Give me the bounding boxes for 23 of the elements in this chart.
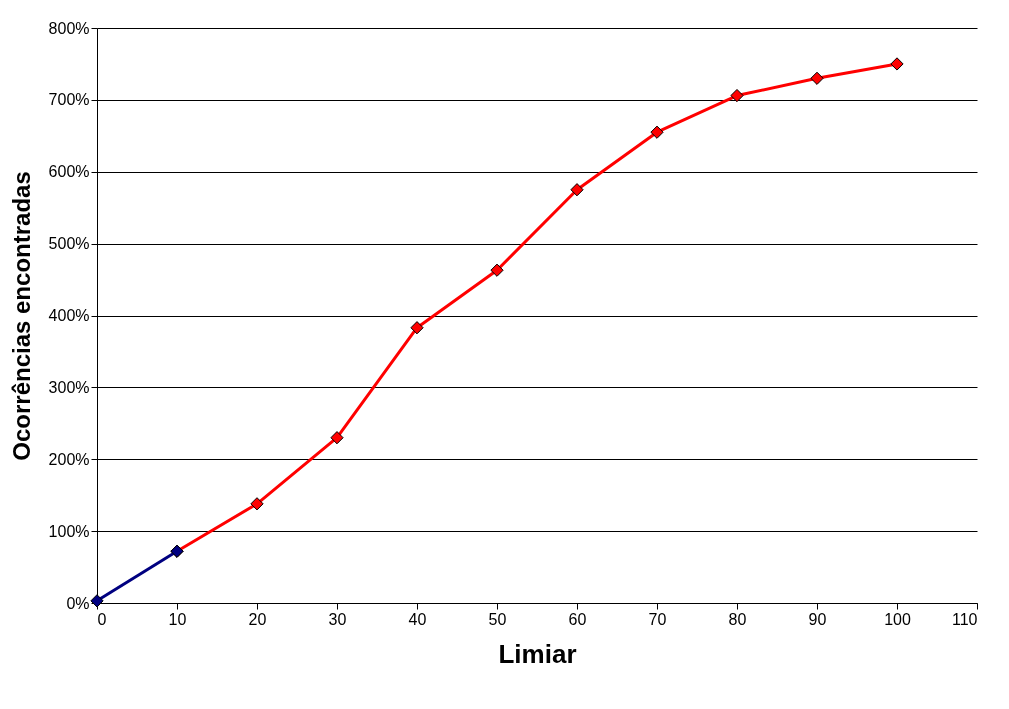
x-tick-label: 10 (168, 610, 187, 628)
x-tick-label: 110 (951, 610, 978, 628)
x-tick-label: 80 (728, 610, 747, 628)
x-tick-label: 100 (884, 610, 911, 628)
y-tick-label: 300% (48, 378, 90, 396)
x-tick-label: 0 (97, 610, 107, 628)
x-axis-title: Limiar (498, 638, 577, 669)
y-tick-label: 200% (48, 450, 90, 468)
x-tick-label: 20 (248, 610, 267, 628)
x-tick-label: 50 (488, 610, 507, 628)
x-tick-label: 40 (408, 610, 427, 628)
x-tick-label: 90 (808, 610, 827, 628)
y-tick-label: 700% (48, 91, 90, 109)
x-tick-label: 60 (568, 610, 587, 628)
y-tick-label: 800% (48, 19, 90, 37)
y-tick-label: 500% (48, 235, 90, 253)
x-tick-label: 70 (648, 610, 667, 628)
y-tick-label: 400% (48, 307, 90, 324)
y-axis-title: Ocorrências encontradas (7, 171, 35, 461)
y-tick-label: 0% (66, 594, 90, 612)
x-tick-label: 30 (328, 610, 347, 628)
y-tick-label: 100% (48, 522, 90, 540)
y-tick-label: 600% (48, 163, 90, 181)
